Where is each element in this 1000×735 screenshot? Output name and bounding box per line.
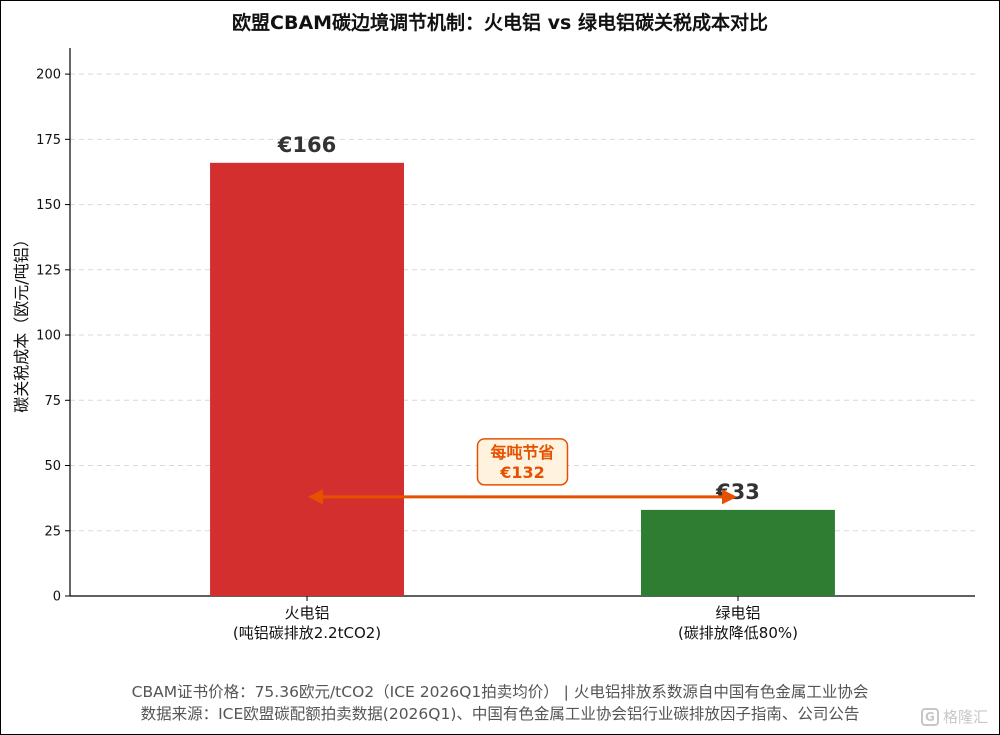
savings-label: 每吨节省 (490, 443, 554, 462)
x-tick-sublabel: (碳排放降低80%) (678, 624, 798, 642)
y-tick-label: 175 (36, 133, 61, 148)
watermark: G 格隆汇 (920, 706, 988, 727)
watermark-text: 格隆汇 (942, 708, 988, 726)
x-tick-label: 火电铝 (285, 604, 330, 622)
value-label: €166 (277, 133, 336, 157)
y-tick-label: 125 (36, 263, 61, 278)
bar-0 (210, 162, 404, 597)
y-axis-label: 碳关税成本（欧元/吨铝） (12, 231, 31, 412)
y-tick-label: 150 (36, 198, 61, 213)
x-tick-sublabel: (吨铝碳排放2.2tCO2) (233, 624, 381, 642)
y-tick-label: 100 (36, 329, 61, 344)
footer-note: CBAM证书价格：75.36欧元/tCO2（ICE 2026Q1拍卖均价） | … (131, 683, 869, 701)
bar-1 (641, 509, 835, 596)
savings-value: €132 (499, 463, 545, 482)
y-tick-label: 50 (44, 459, 61, 474)
chart-title: 欧盟CBAM碳边境调节机制：火电铝 vs 绿电铝碳关税成本对比 (232, 11, 768, 34)
x-tick-label: 绿电铝 (715, 604, 760, 622)
y-tick-label: 200 (36, 68, 61, 83)
y-tick-label: 25 (44, 524, 61, 539)
footer-source: 数据来源：ICE欧盟碳配额拍卖数据(2026Q1)、中国有色金属工业协会铝行业碳… (140, 705, 860, 723)
y-tick-label: 75 (44, 394, 61, 409)
savings-box (476, 438, 569, 486)
watermark-logo-icon: G (920, 707, 939, 726)
value-label: €33 (715, 480, 760, 504)
y-tick-label: 0 (53, 590, 61, 605)
